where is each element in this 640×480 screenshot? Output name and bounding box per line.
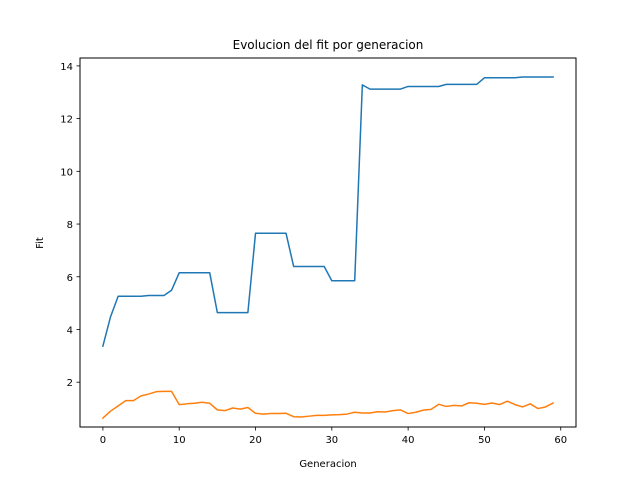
chart-title: Evolucion del fit por generacion [233, 38, 424, 52]
x-tick-label: 30 [325, 435, 338, 446]
y-tick-label: 14 [60, 62, 73, 73]
y-tick-label: 8 [67, 220, 73, 231]
y-tick-label: 4 [67, 325, 73, 336]
x-axis-label: Generacion [299, 459, 356, 470]
series-line-1 [101, 76, 554, 347]
x-tick-label: 60 [554, 435, 567, 446]
x-tick-label: 0 [100, 435, 106, 446]
y-tick-label: 2 [67, 378, 73, 389]
y-tick-label: 10 [60, 167, 73, 178]
y-tick-label: 6 [67, 273, 73, 284]
y-tick-label: 12 [60, 115, 73, 126]
x-tick-label: 40 [402, 435, 415, 446]
x-tick-label: 20 [249, 435, 262, 446]
x-axis-ticks: 0 10 20 30 40 50 60 [100, 427, 567, 446]
y-axis-label: Fit [35, 237, 46, 249]
plot-area-frame [79, 57, 577, 428]
series-line-2 [101, 390, 555, 420]
series-layer [101, 76, 555, 420]
y-axis-ticks: 2 4 6 8 10 12 14 [60, 62, 80, 389]
x-tick-label: 10 [173, 435, 186, 446]
x-tick-label: 50 [478, 435, 491, 446]
